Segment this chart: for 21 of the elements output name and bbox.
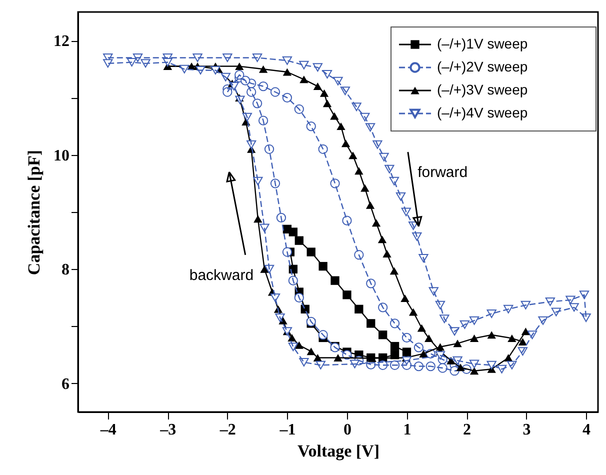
- y-axis-title: Capacitance [pF]: [24, 150, 44, 276]
- x-tick-label: –4: [99, 422, 116, 438]
- x-tick-label: –1: [278, 422, 296, 438]
- legend-label: (–/+)4V sweep: [437, 104, 528, 120]
- x-tick-label: 1: [403, 422, 412, 438]
- x-tick-label: –3: [159, 422, 176, 438]
- x-tick-label: 4: [582, 422, 591, 438]
- x-tick-label: 3: [522, 422, 531, 438]
- x-axis-title: Voltage [V]: [298, 442, 380, 460]
- legend-label: (–/+)2V sweep: [437, 58, 528, 74]
- legend-label: (–/+)3V sweep: [437, 82, 528, 98]
- y-tick-label: 10: [54, 147, 70, 164]
- annotation: forward: [418, 164, 468, 181]
- annotation: backward: [189, 266, 254, 284]
- y-tick-label: 12: [54, 33, 70, 50]
- x-tick-label: 0: [343, 422, 352, 438]
- x-tick-label: 2: [463, 422, 472, 438]
- legend-label: (–/+)1V sweep: [437, 36, 528, 52]
- x-tick-label: –2: [218, 422, 236, 438]
- y-tick-label: 8: [62, 262, 70, 279]
- y-tick-label: 6: [62, 376, 70, 393]
